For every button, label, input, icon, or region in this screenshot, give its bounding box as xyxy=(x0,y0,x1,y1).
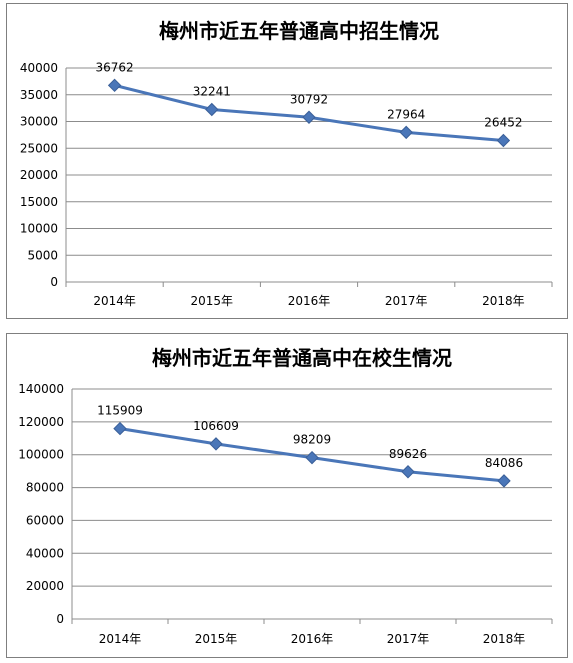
students-data-label: 84086 xyxy=(485,456,523,470)
enroll-y-tick-label: 35000 xyxy=(20,88,58,102)
students-line-chart: 梅州市近五年普通高中在校生情况 0 20000 40000 60000 80000 1000… xyxy=(18,346,553,646)
students-y-tick-label: 120000 xyxy=(18,415,64,429)
enroll-x-tick-label: 2014年 xyxy=(93,294,136,308)
students-data-point xyxy=(305,450,319,465)
enroll-y-tick-label: 25000 xyxy=(20,141,58,155)
students-y-tick-label: 80000 xyxy=(26,481,64,495)
enroll-x-tick-label: 2016年 xyxy=(288,294,331,308)
students-chart-title: 梅州市近五年普通高中在校生情况 xyxy=(152,346,452,370)
enroll-x-tick-label: 2017年 xyxy=(385,294,428,308)
students-y-tick-label: 0 xyxy=(56,612,64,626)
students-data-label: 89626 xyxy=(389,447,427,461)
students-y-tick-label: 40000 xyxy=(26,546,64,560)
students-x-tick-label: 2015年 xyxy=(195,632,238,646)
students-data-label: 106609 xyxy=(193,419,239,433)
students-data-point xyxy=(401,465,415,479)
enroll-y-tick-label: 0 xyxy=(50,275,58,289)
students-y-tick-label: 60000 xyxy=(26,513,64,527)
enrollment-line-chart: 梅州市近五年普通高中招生情况 0 5000 10000 15000 20000 25000 3… xyxy=(20,19,553,308)
students-data-label: 115909 xyxy=(97,404,143,418)
enroll-chart-title: 梅州市近五年普通高中招生情况 xyxy=(159,19,439,43)
enroll-y-tick-label: 30000 xyxy=(20,115,58,129)
chart-panel-students: 梅州市近五年普通高中在校生情况 0 20000 40000 60000 80000 1000… xyxy=(6,333,568,658)
students-x-tick-label: 2017年 xyxy=(387,632,430,646)
students-data-point xyxy=(113,421,127,436)
students-y-tick-label: 20000 xyxy=(26,579,64,593)
enroll-data-point xyxy=(399,125,413,140)
enroll-data-point xyxy=(205,102,219,117)
students-x-tick-label: 2016年 xyxy=(291,632,334,646)
enroll-data-label: 32241 xyxy=(193,85,231,99)
students-y-tick-label: 100000 xyxy=(18,448,64,462)
students-x-tick-label: 2014年 xyxy=(99,632,142,646)
chart-panel-enrollment: 梅州市近五年普通高中招生情况 0 5000 10000 15000 20000 25000 3… xyxy=(6,3,568,319)
enroll-data-label: 30792 xyxy=(290,92,328,106)
enroll-y-tick-label: 20000 xyxy=(20,168,58,182)
enroll-y-tick-label: 15000 xyxy=(20,195,58,209)
enroll-data-label: 26452 xyxy=(484,115,522,129)
students-y-tick-label: 140000 xyxy=(18,382,64,396)
enroll-data-point xyxy=(302,110,316,124)
students-data-label: 98209 xyxy=(293,433,331,447)
enroll-x-tick-label: 2015年 xyxy=(191,294,234,308)
enroll-y-tick-label: 5000 xyxy=(27,248,58,262)
enroll-x-tick-label: 2018年 xyxy=(482,294,525,308)
students-data-point xyxy=(497,474,511,488)
enroll-y-tick-label: 10000 xyxy=(20,222,58,236)
enroll-data-point xyxy=(107,78,122,93)
enroll-data-label: 36762 xyxy=(96,60,134,74)
enroll-data-point xyxy=(496,133,511,148)
enroll-y-tick-label: 40000 xyxy=(20,61,58,75)
students-data-point xyxy=(209,437,223,451)
students-x-tick-label: 2018年 xyxy=(483,632,526,646)
enroll-data-label: 27964 xyxy=(387,107,425,121)
